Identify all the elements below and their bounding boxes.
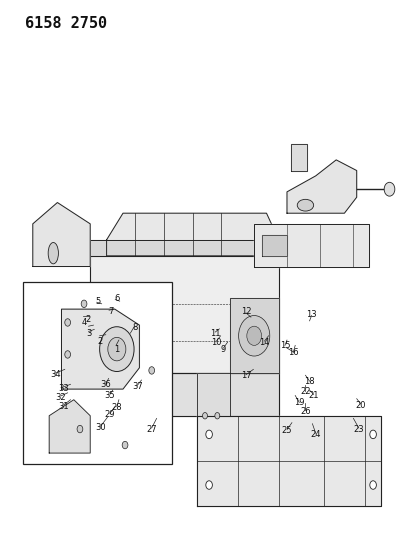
- Text: 32: 32: [55, 393, 66, 401]
- Text: 33: 33: [58, 384, 69, 392]
- Text: 1: 1: [114, 345, 119, 353]
- Text: 28: 28: [111, 403, 122, 412]
- Text: 30: 30: [95, 423, 106, 432]
- Circle shape: [108, 337, 126, 361]
- Circle shape: [65, 319, 70, 326]
- Text: 20: 20: [355, 401, 365, 409]
- Bar: [22, 282, 172, 464]
- Circle shape: [99, 327, 134, 372]
- Circle shape: [148, 367, 154, 374]
- Circle shape: [112, 370, 121, 381]
- Polygon shape: [49, 400, 90, 453]
- Text: 2: 2: [98, 337, 103, 345]
- Text: 31: 31: [58, 402, 69, 410]
- Text: 35: 35: [104, 391, 115, 400]
- Polygon shape: [90, 256, 278, 373]
- Circle shape: [77, 425, 83, 433]
- Circle shape: [65, 351, 70, 358]
- Text: 8: 8: [132, 324, 138, 332]
- Text: 22: 22: [299, 387, 310, 396]
- Text: 16: 16: [287, 349, 298, 357]
- Polygon shape: [61, 309, 139, 389]
- Text: 17: 17: [240, 372, 251, 380]
- Text: 24: 24: [310, 430, 320, 439]
- Circle shape: [202, 413, 207, 419]
- Text: 2: 2: [85, 316, 90, 324]
- Text: 14: 14: [258, 338, 269, 346]
- Circle shape: [246, 326, 261, 345]
- Polygon shape: [90, 373, 278, 416]
- Text: 19: 19: [293, 398, 304, 407]
- Circle shape: [369, 481, 375, 489]
- Circle shape: [214, 413, 219, 419]
- Text: 6: 6: [114, 294, 119, 303]
- Polygon shape: [90, 240, 278, 256]
- Text: 37: 37: [132, 382, 142, 391]
- Text: 10: 10: [211, 338, 221, 346]
- Text: 3: 3: [86, 329, 92, 337]
- Text: 21: 21: [308, 391, 318, 400]
- Text: 6158 2750: 6158 2750: [25, 16, 106, 31]
- Text: 11: 11: [209, 329, 220, 337]
- Ellipse shape: [297, 199, 313, 211]
- Polygon shape: [229, 298, 278, 373]
- Text: 5: 5: [95, 297, 100, 305]
- Polygon shape: [33, 203, 90, 266]
- Text: 34: 34: [50, 370, 61, 378]
- Text: 36: 36: [100, 381, 111, 389]
- Text: 23: 23: [353, 425, 363, 433]
- Circle shape: [133, 360, 157, 392]
- Text: 26: 26: [299, 407, 310, 416]
- Polygon shape: [196, 416, 380, 506]
- Polygon shape: [106, 213, 278, 256]
- Text: 13: 13: [306, 310, 316, 319]
- Circle shape: [383, 182, 394, 196]
- Circle shape: [205, 430, 212, 439]
- Text: 15: 15: [279, 341, 290, 350]
- Text: 12: 12: [240, 308, 251, 316]
- Text: 29: 29: [104, 410, 115, 419]
- Text: 4: 4: [81, 318, 86, 327]
- Polygon shape: [196, 373, 229, 416]
- Polygon shape: [262, 235, 286, 256]
- Polygon shape: [290, 144, 307, 171]
- Polygon shape: [286, 160, 356, 213]
- Circle shape: [98, 352, 135, 400]
- Circle shape: [369, 430, 375, 439]
- Circle shape: [81, 300, 87, 308]
- Text: 18: 18: [303, 377, 314, 385]
- Text: 7: 7: [108, 308, 113, 316]
- Text: 9: 9: [220, 345, 225, 353]
- Text: 27: 27: [146, 425, 157, 433]
- Circle shape: [238, 316, 269, 356]
- Circle shape: [105, 361, 128, 391]
- Ellipse shape: [48, 243, 58, 264]
- Text: 25: 25: [281, 426, 292, 435]
- Circle shape: [122, 441, 128, 449]
- Circle shape: [205, 481, 212, 489]
- Polygon shape: [254, 224, 368, 266]
